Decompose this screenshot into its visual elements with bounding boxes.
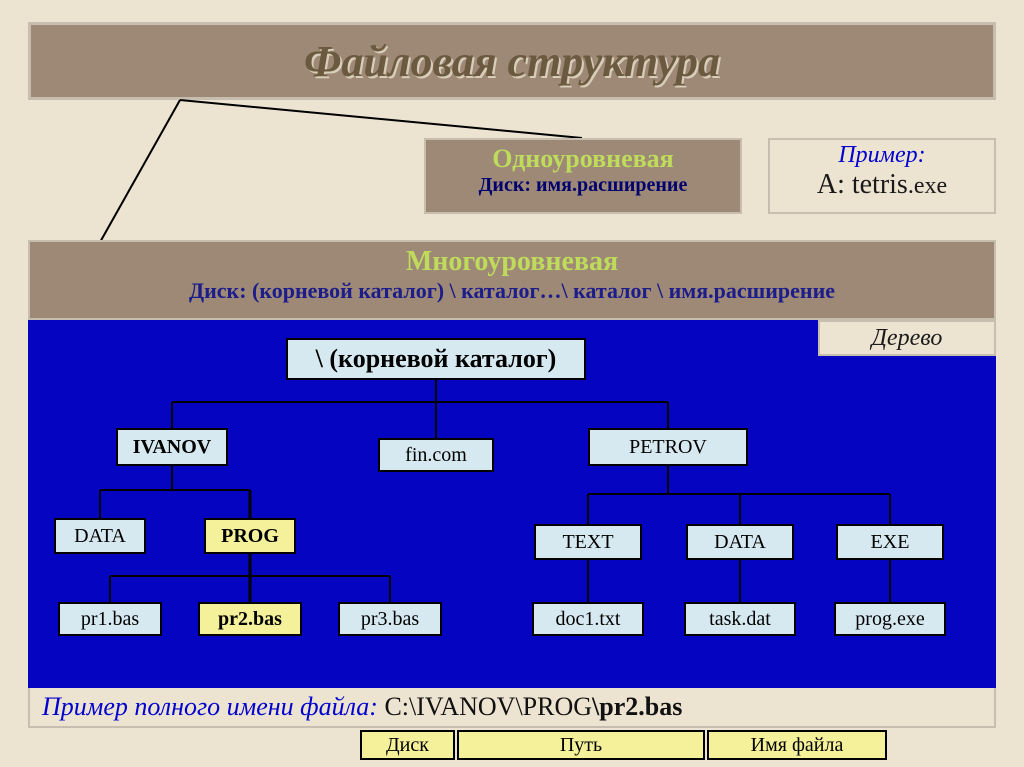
single-level-box: Одноуровневая Диск: имя.расширение (424, 138, 742, 214)
tree-node-doc1: doc1.txt (532, 602, 644, 636)
multi-level-heading: Многоуровневая (30, 246, 994, 278)
tree-node-petrov: PETROV (588, 428, 748, 466)
slide-title: Файловая структура (28, 22, 996, 100)
tree-node-text: TEXT (534, 524, 642, 560)
slide-title-text: Файловая структура (304, 36, 720, 87)
full-path-label: Пример полного имени файла: (42, 692, 384, 721)
multi-level-format: Диск: (корневой каталог) \ каталог…\ кат… (30, 278, 994, 304)
full-path-drive: C: (384, 692, 409, 721)
tree-node-pr3: pr3.bas (338, 602, 442, 636)
tree-node-pr1: pr1.bas (58, 602, 162, 636)
path-part-labels: Диск Путь Имя файла (360, 730, 996, 762)
example-box: Пример: A: tetris.exe (768, 138, 996, 214)
tree-node-exe: EXE (836, 524, 944, 560)
tree-node-prog: PROG (204, 518, 296, 554)
path-label-name: Имя файла (707, 730, 887, 760)
tree-node-task: task.dat (684, 602, 796, 636)
tree-node-progexe: prog.exe (834, 602, 946, 636)
tree-node-pr2: pr2.bas (198, 602, 302, 636)
full-path-row: Пример полного имени файла: C:\IVANOV\PR… (28, 688, 996, 728)
multi-level-header: Многоуровневая Диск: (корневой каталог) … (28, 240, 996, 320)
tree-area: Дерево \ (корневой каталог) IVAN (28, 320, 996, 688)
full-path-name: \pr2.bas (592, 692, 682, 721)
tree-node-data2: DATA (686, 524, 794, 560)
tree-node-fincom: fin.com (378, 438, 494, 472)
tree-node-data: DATA (54, 518, 146, 554)
tree-label: Дерево (818, 320, 996, 356)
path-label-path: Путь (457, 730, 705, 760)
full-path-path: \IVANOV\PROG (409, 692, 592, 721)
single-level-format: Диск: имя.расширение (426, 174, 740, 197)
tree-node-root: \ (корневой каталог) (286, 338, 586, 380)
path-label-disk: Диск (360, 730, 455, 760)
tree-node-ivanov: IVANOV (116, 428, 228, 466)
single-level-heading: Одноуровневая (426, 144, 740, 174)
example-value: A: tetris.exe (770, 169, 994, 201)
example-label: Пример: (770, 142, 994, 169)
